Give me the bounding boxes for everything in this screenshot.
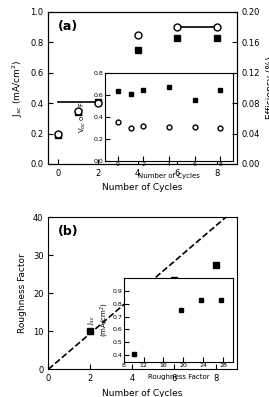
Y-axis label: J$_{sc}$ (mA/cm$^2$): J$_{sc}$ (mA/cm$^2$) (10, 59, 25, 117)
Y-axis label: Efficiency (%): Efficiency (%) (266, 57, 269, 119)
X-axis label: Number of Cycles: Number of Cycles (102, 389, 183, 397)
Y-axis label: Roughness Factor: Roughness Factor (18, 253, 27, 333)
Text: (a): (a) (58, 19, 78, 33)
X-axis label: Number of Cycles: Number of Cycles (102, 183, 183, 193)
Text: (b): (b) (58, 225, 79, 238)
